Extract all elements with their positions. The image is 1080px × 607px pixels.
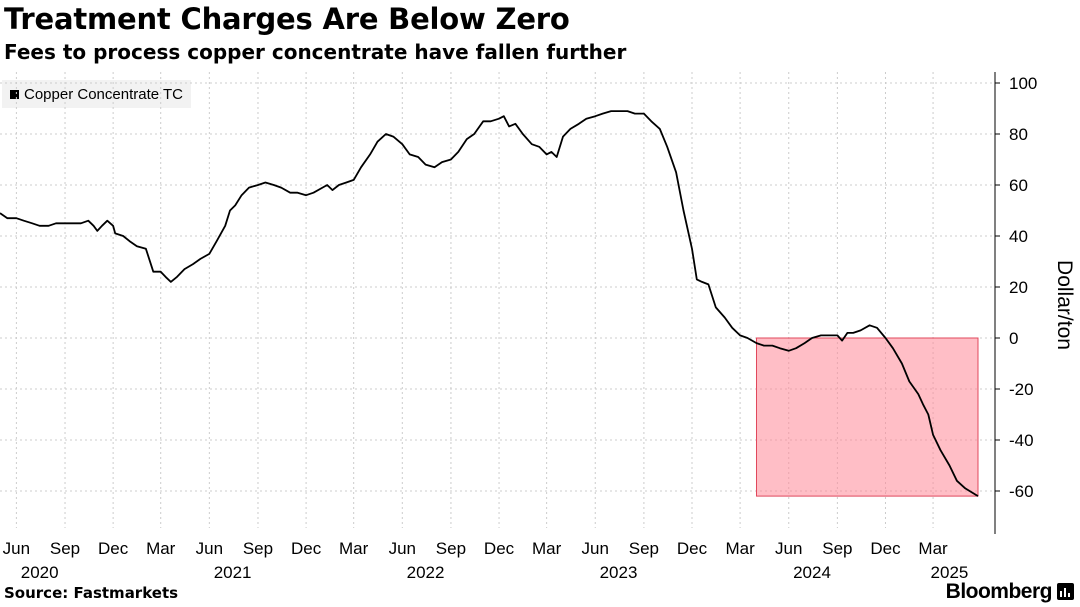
y-tick-label: -60 <box>1009 482 1034 501</box>
x-year-label: 2021 <box>214 563 252 582</box>
x-year-label: 2020 <box>21 563 59 582</box>
x-tick-label: Sep <box>822 539 852 558</box>
x-tick-label: Sep <box>436 539 466 558</box>
x-year-label: 2023 <box>600 563 638 582</box>
bloomberg-logo: Bloomberg <box>945 580 1053 603</box>
x-year-label: 2024 <box>793 563 831 582</box>
x-year-label: 2022 <box>407 563 445 582</box>
y-tick-label: 20 <box>1009 278 1028 297</box>
x-tick-label: Jun <box>196 539 223 558</box>
x-tick-label: Jun <box>3 539 30 558</box>
legend-label: Copper Concentrate TC <box>24 85 183 103</box>
x-tick-label: Jun <box>582 539 609 558</box>
y-tick-label: 100 <box>1009 74 1037 93</box>
x-tick-label: Sep <box>629 539 659 558</box>
y-tick-label: 80 <box>1009 125 1028 144</box>
x-tick-label: Mar <box>339 539 369 558</box>
x-tick-label: Mar <box>146 539 176 558</box>
bloomberg-mark-icon <box>1057 583 1074 600</box>
y-tick-label: -40 <box>1009 431 1034 450</box>
x-tick-label: Mar <box>532 539 562 558</box>
legend: Copper Concentrate TC <box>2 80 191 108</box>
series-line <box>0 110 979 497</box>
chart-subtitle: Fees to process copper concentrate have … <box>4 40 627 64</box>
y-tick-label: 60 <box>1009 176 1028 195</box>
y-axis-label: Dollar/ton <box>1053 260 1076 350</box>
x-tick-label: Sep <box>50 539 80 558</box>
x-tick-label: Dec <box>484 539 515 558</box>
x-tick-label: Mar <box>918 539 948 558</box>
x-tick-label: Dec <box>870 539 901 558</box>
x-tick-label: Dec <box>677 539 708 558</box>
x-tick-label: Mar <box>725 539 755 558</box>
source-note: Source: Fastmarkets <box>4 584 179 602</box>
highlight-box <box>755 337 979 497</box>
x-tick-label: Sep <box>243 539 273 558</box>
y-tick-label: 40 <box>1009 227 1028 246</box>
y-tick-label: 0 <box>1009 329 1018 348</box>
x-tick-label: Dec <box>291 539 322 558</box>
x-tick-label: Jun <box>389 539 416 558</box>
y-tick-label: -20 <box>1009 380 1034 399</box>
legend-swatch <box>10 89 19 99</box>
x-tick-label: Dec <box>98 539 129 558</box>
chart-title: Treatment Charges Are Below Zero <box>4 2 570 36</box>
x-tick-label: Jun <box>775 539 802 558</box>
